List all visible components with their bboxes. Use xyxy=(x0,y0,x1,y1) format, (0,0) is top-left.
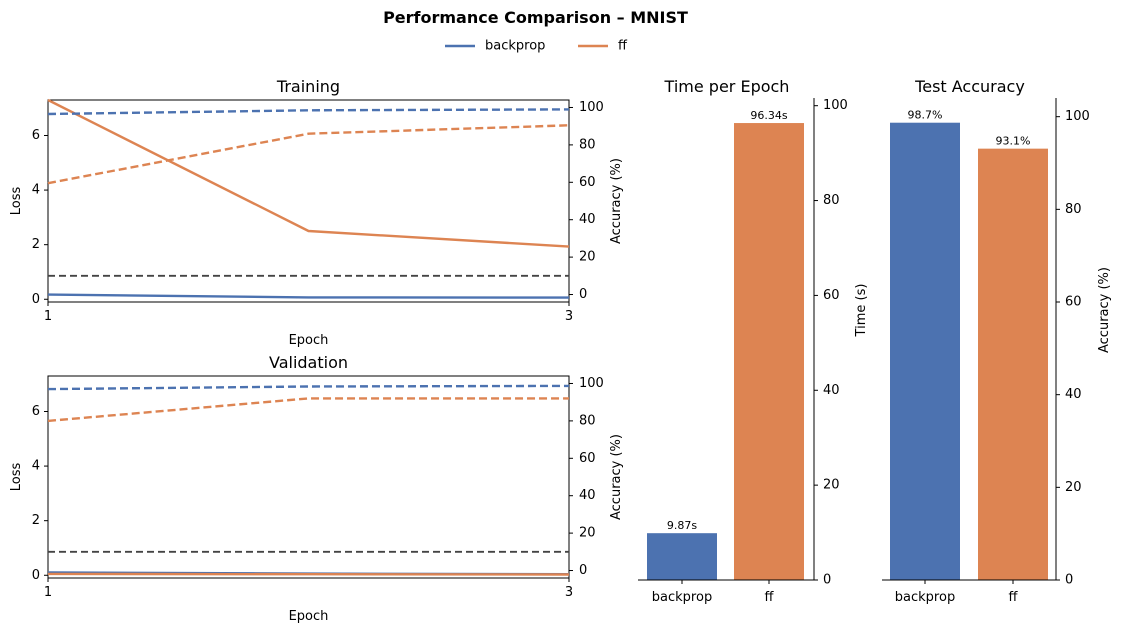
panel1-ytick-label: 0 xyxy=(32,292,40,307)
bar-panel1-bar-ff xyxy=(734,123,804,580)
panel2-ylabel-right: Accuracy (%) xyxy=(609,434,624,520)
panel2-series-ff-accuracy xyxy=(47,397,569,423)
panel1-ytick-label: 2 xyxy=(32,237,40,252)
panel2-ytick-label: 6 xyxy=(32,404,40,419)
bar-panel2-ytick-label: 60 xyxy=(1065,295,1082,310)
bar-panel2-bar-ff xyxy=(978,148,1048,580)
panel2-xlabel: Epoch xyxy=(289,609,329,624)
panel1-ytick-label: 6 xyxy=(32,128,40,143)
panel1-ytick-right-label: 100 xyxy=(579,100,604,115)
panel1-ytick-right-label: 0 xyxy=(579,287,587,302)
panel1-ytick-right-label: 20 xyxy=(579,250,596,265)
bar-panel2-bar-backprop xyxy=(890,122,960,581)
panel2-ytick-right-label: 20 xyxy=(579,526,596,541)
bar-panel2-ytick-label: 100 xyxy=(1065,109,1090,124)
panel2-ytick-right-label: 60 xyxy=(579,451,596,466)
bar-panel2-xtick-label: ff xyxy=(1009,590,1019,605)
panel1-xtick-label: 1 xyxy=(44,309,52,324)
bar-panel1-ytick-label: 60 xyxy=(823,288,840,303)
bar-panel1-data-label-ff: 96.34s xyxy=(750,109,787,122)
panel2-series-ff-loss xyxy=(47,572,570,576)
bar-panel2-data-label-backprop: 98.7% xyxy=(908,109,943,122)
legend-label-ff: ff xyxy=(618,39,628,54)
bar-panel2-ytick-label: 20 xyxy=(1065,480,1082,495)
bar-panel1-bar-backprop xyxy=(647,533,717,580)
bar-panel2-xtick-label: backprop xyxy=(895,590,955,605)
panel1-ylabel-right: Accuracy (%) xyxy=(609,158,624,244)
bar-panel1-ytick-label: 20 xyxy=(823,478,840,493)
panel2-ytick-label: 0 xyxy=(32,568,40,583)
bar-panel2-title: Test Accuracy xyxy=(914,77,1025,96)
bar-panel1-data-label-backprop: 9.87s xyxy=(667,519,697,532)
panel1-ytick-right-label: 40 xyxy=(579,212,596,227)
panel2-ytick-right-label: 100 xyxy=(579,376,604,391)
panel1-xtick-label: 3 xyxy=(565,309,573,324)
bar-panel2-ytick-label: 40 xyxy=(1065,387,1082,402)
bar-panel2-ytick-label: 0 xyxy=(1065,573,1073,588)
panel2-ytick-right-label: 0 xyxy=(579,563,587,578)
panel1-series-ff-loss xyxy=(47,98,570,248)
bar-panel1-ytick-label: 100 xyxy=(823,98,848,113)
panel1-xlabel: Epoch xyxy=(289,333,329,348)
bar-panel2-data-label-ff: 93.1% xyxy=(996,135,1031,148)
panel1-series-ff-accuracy xyxy=(47,124,570,185)
bar-panel1-xtick-label: ff xyxy=(765,590,775,605)
panel1-ytick-label: 4 xyxy=(32,183,40,198)
panel2-series-backprop-accuracy xyxy=(47,384,570,391)
panel1-ytick-right-label: 80 xyxy=(579,137,596,152)
panel1-title: Training xyxy=(276,77,340,96)
bar-panel1-xtick-label: backprop xyxy=(652,590,712,605)
panel1-series-backprop-loss xyxy=(47,293,570,299)
bar-panel1-title: Time per Epoch xyxy=(664,77,790,96)
bar-panel1-ylabel: Time (s) xyxy=(854,284,869,338)
panel1-ytick-right-label: 60 xyxy=(579,175,596,190)
panel1-series-backprop-accuracy xyxy=(47,108,570,116)
panel2-xtick-label: 3 xyxy=(565,585,573,600)
panel2-frame xyxy=(47,375,570,579)
panel1-frame xyxy=(47,99,570,303)
panel2-ylabel: Loss xyxy=(9,463,24,492)
panel2-title: Validation xyxy=(269,353,348,372)
panel2-ytick-right-label: 40 xyxy=(579,488,596,503)
figure-title: Performance Comparison – MNIST xyxy=(383,8,688,27)
panel1-ylabel: Loss xyxy=(9,187,24,216)
bar-panel1-ytick-label: 80 xyxy=(823,193,840,208)
bar-panel2-ylabel: Accuracy (%) xyxy=(1097,267,1112,353)
panel2-ytick-label: 2 xyxy=(32,513,40,528)
panel2-xtick-label: 1 xyxy=(44,585,52,600)
bar-panel1-ytick-label: 0 xyxy=(823,573,831,588)
bar-panel1-ytick-label: 40 xyxy=(823,383,840,398)
bar-panel2-ytick-label: 80 xyxy=(1065,202,1082,217)
panel2-ytick-right-label: 80 xyxy=(579,413,596,428)
legend-label-backprop: backprop xyxy=(485,39,545,54)
panel2-ytick-label: 4 xyxy=(32,459,40,474)
